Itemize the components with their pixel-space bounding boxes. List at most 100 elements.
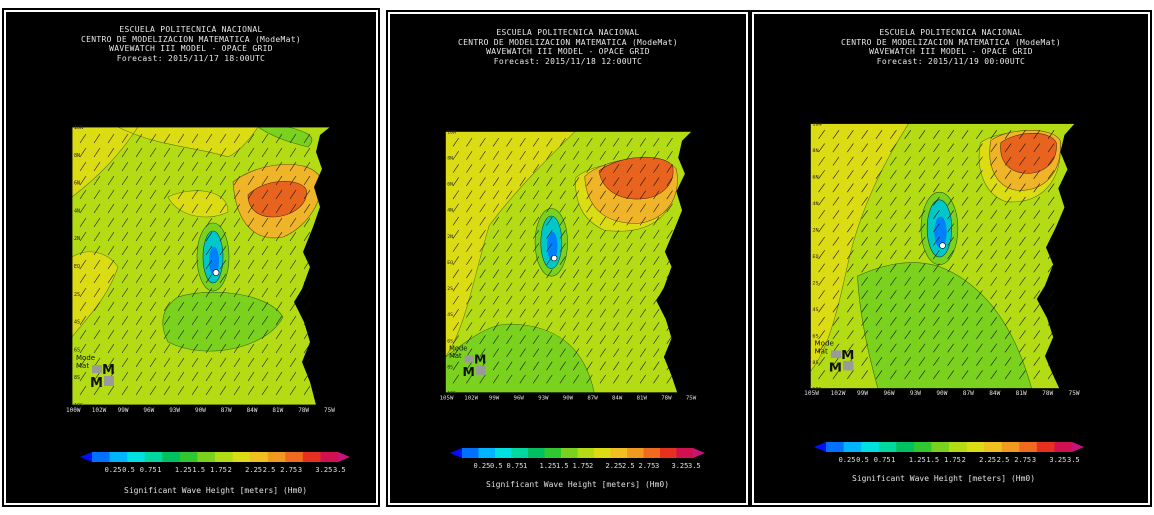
wind-arrow bbox=[586, 256, 593, 266]
wind-arrow bbox=[532, 150, 540, 160]
wind-arrow bbox=[573, 203, 580, 213]
colorbar-swatch bbox=[676, 448, 694, 458]
colorbar-tick: 3.5 bbox=[333, 466, 346, 474]
wind-arrow bbox=[247, 329, 255, 340]
logo-m-top: M bbox=[474, 353, 486, 367]
wind-arrow bbox=[149, 301, 157, 312]
wind-arrow bbox=[573, 348, 580, 358]
wind-arrow bbox=[163, 245, 171, 256]
wind-arrow bbox=[275, 273, 283, 284]
wind-arrow bbox=[191, 301, 199, 312]
wind-arrow bbox=[1033, 370, 1041, 380]
wind-arrow bbox=[532, 308, 540, 318]
colorbar-swatch bbox=[162, 452, 181, 462]
wind-arrow bbox=[479, 348, 486, 358]
wind-arrow bbox=[890, 183, 897, 193]
wind-arrow bbox=[599, 335, 606, 344]
wind-arrow bbox=[519, 322, 526, 331]
wind-arrow bbox=[1047, 276, 1055, 286]
wind-arrow bbox=[990, 236, 998, 246]
colorbar-swatch bbox=[966, 442, 985, 452]
wind-arrow bbox=[1019, 370, 1026, 380]
wind-arrow bbox=[846, 130, 854, 139]
y-tick-label: 8S bbox=[447, 364, 453, 370]
wind-arrow bbox=[861, 143, 868, 153]
colorbar-swatch bbox=[1036, 442, 1055, 452]
wind-arrow bbox=[219, 133, 227, 144]
colorbar-tick: 2 bbox=[962, 456, 966, 464]
wind-arrow bbox=[586, 308, 593, 318]
wind-arrow bbox=[247, 203, 255, 214]
wind-arrow bbox=[479, 295, 486, 305]
wind-arrow bbox=[918, 276, 926, 286]
wind-arrow bbox=[976, 196, 983, 206]
wind-arrow bbox=[121, 189, 129, 200]
wind-arrow bbox=[947, 223, 955, 233]
wind-arrow bbox=[613, 348, 620, 358]
wind-arrow bbox=[599, 203, 606, 213]
wind-arrow bbox=[247, 259, 255, 270]
wind-arrow bbox=[191, 231, 199, 242]
wind-arrow bbox=[976, 130, 983, 139]
wind-arrow bbox=[1004, 196, 1012, 206]
wind-arrow bbox=[205, 245, 213, 256]
wind-arrow bbox=[947, 250, 955, 260]
wind-arrow bbox=[546, 361, 553, 371]
title-line-1: ESCUELA POLITECNICA NACIONAL bbox=[119, 25, 263, 34]
wind-arrow bbox=[559, 269, 566, 279]
colorbar-tick: 2.5 bbox=[263, 466, 276, 474]
colorbar-swatch bbox=[1019, 442, 1038, 452]
wind-arrow bbox=[289, 329, 297, 340]
wind-arrow bbox=[303, 189, 311, 200]
wind-arrow bbox=[947, 156, 955, 166]
wind-arrow bbox=[261, 231, 269, 242]
wind-arrow bbox=[135, 301, 143, 312]
wind-arrow bbox=[492, 335, 500, 344]
wind-arrow bbox=[846, 183, 854, 193]
y-tick-label: 8N bbox=[447, 155, 453, 161]
title-line-4: Forecast: 2015/11/19 00:00UTC bbox=[876, 56, 1026, 66]
wind-arrow bbox=[121, 245, 129, 256]
wind-arrow bbox=[1019, 236, 1026, 246]
wind-arrow bbox=[466, 256, 473, 266]
wind-arrow bbox=[452, 335, 459, 344]
wind-arrow bbox=[626, 150, 633, 160]
wind-arrow bbox=[559, 177, 566, 187]
wind-arrow bbox=[653, 137, 660, 147]
wind-arrow bbox=[219, 189, 227, 200]
wind-arrow bbox=[918, 343, 926, 353]
wind-arrow bbox=[79, 315, 87, 326]
y-tick-label: 2S bbox=[812, 281, 818, 287]
wind-arrow bbox=[666, 282, 673, 292]
colorbar-tick: 2.25 bbox=[979, 456, 996, 464]
wind-arrow bbox=[121, 371, 129, 382]
wind-arrow bbox=[219, 273, 227, 284]
wind-arrow bbox=[191, 273, 199, 284]
wind-arrow bbox=[961, 263, 969, 273]
wind-arrow bbox=[961, 196, 969, 206]
wind-arrows bbox=[79, 133, 311, 396]
wind-arrow bbox=[466, 164, 473, 173]
x-tick-label: 87W bbox=[221, 407, 232, 414]
wind-arrow bbox=[532, 216, 540, 226]
wind-arrow bbox=[933, 263, 940, 273]
wind-arrow bbox=[599, 361, 606, 371]
wind-arrow bbox=[149, 329, 157, 340]
wind-arrow bbox=[947, 196, 955, 206]
wind-arrow bbox=[1033, 210, 1041, 220]
wind-arrow bbox=[546, 243, 553, 252]
wind-arrow bbox=[846, 276, 854, 286]
x-tick-label: 78W bbox=[298, 407, 309, 414]
wind-arrow bbox=[599, 308, 606, 318]
wind-arrow bbox=[947, 210, 955, 220]
colorbar-swatch bbox=[544, 448, 562, 458]
wind-arrow bbox=[918, 223, 926, 233]
wind-arrow bbox=[479, 137, 486, 147]
wind-arrow bbox=[177, 133, 185, 144]
wind-arrow bbox=[904, 330, 912, 340]
wind-arrow bbox=[666, 190, 673, 200]
wind-arrow bbox=[933, 196, 940, 206]
wind-arrow bbox=[479, 150, 486, 160]
wind-arrow bbox=[452, 203, 459, 213]
x-tick-label: 81W bbox=[272, 407, 283, 414]
